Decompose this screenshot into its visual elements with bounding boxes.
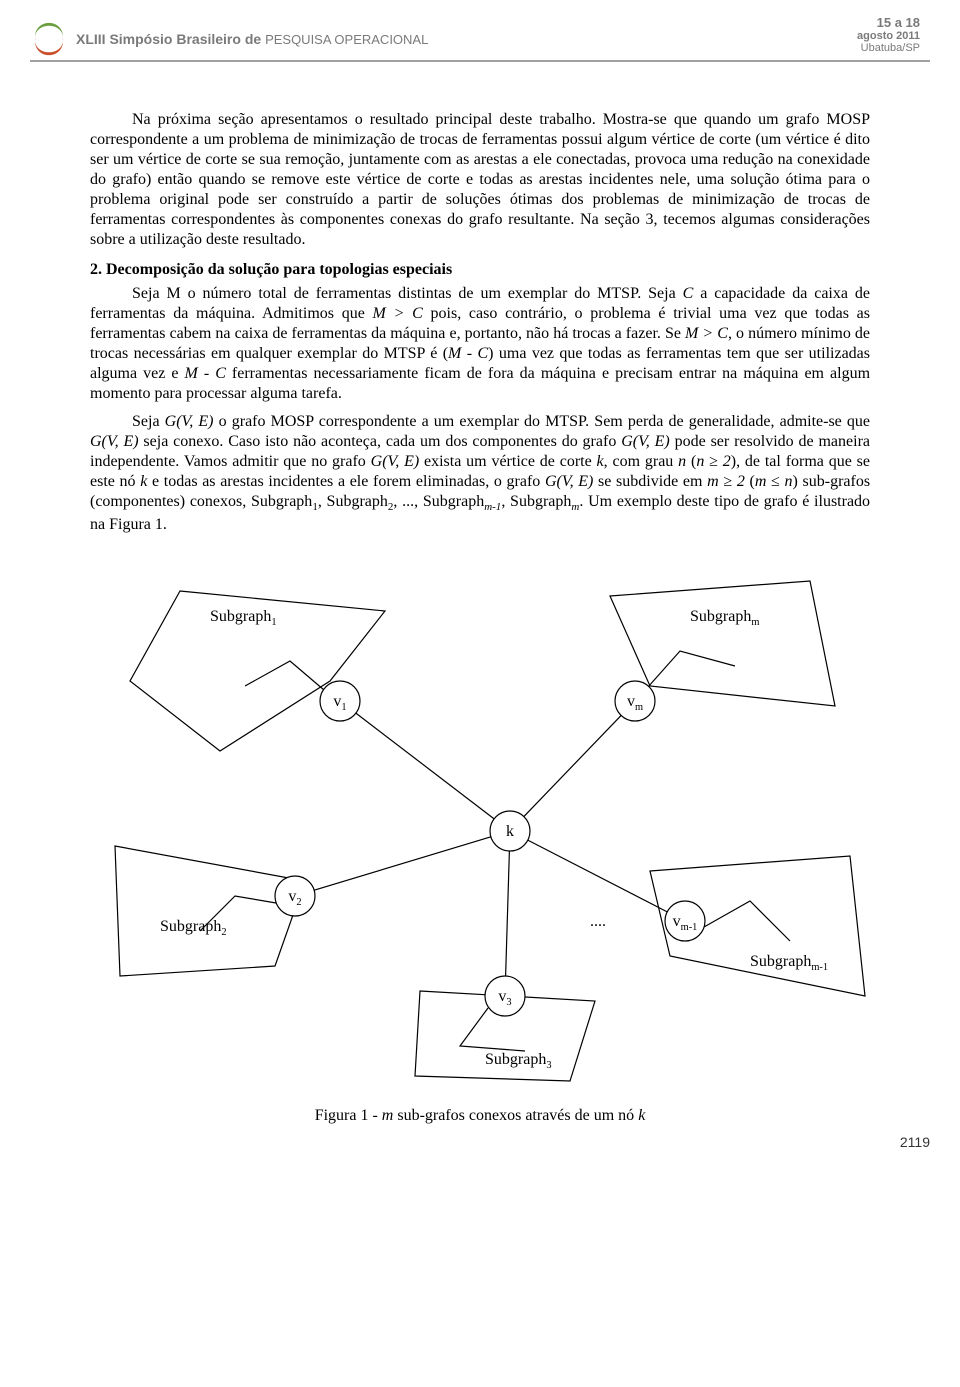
p3i: e todas as arestas incidentes a ele fore… [147,473,545,490]
conf-line1: XLIII Simpósio Brasileiro de [76,31,261,47]
svg-text:Subgraphm-1: Subgraphm-1 [750,953,828,973]
svg-text:k: k [506,823,514,840]
header-left: XLIII Simpósio Brasileiro de PESQUISA OP… [30,20,428,58]
sym-nge2: n ≥ 2 [696,453,730,470]
p3j: se subdivide em [593,473,707,490]
date-line2: agosto 2011 [857,30,920,42]
svg-text:....: .... [590,913,606,930]
svg-text:Subgraph1: Subgraph1 [210,608,277,628]
p3m: , Subgraph [318,493,388,510]
p3n: , ..., Subgraph [393,493,484,510]
p3e: exista um vértice de corte [419,453,596,470]
sym-mminusc-2: M - C [185,365,226,382]
figure-1: kv1vmv2vm-1v3Subgraph1SubgraphmSubgraph2… [90,551,870,1091]
figure-svg: kv1vmv2vm-1v3Subgraph1SubgraphmSubgraph2… [90,551,870,1091]
conference-title: XLIII Simpósio Brasileiro de PESQUISA OP… [76,31,428,47]
sym-mgtc-2: M > C [685,325,728,342]
sym-k-1: k [597,453,604,470]
gve-4: G(V, E) [371,453,420,470]
page-number: 2119 [900,1134,930,1150]
sym-n: n [678,453,686,470]
sym-mgtc-1: M > C [373,305,423,322]
sym-mge2: m ≥ 2 [707,473,745,490]
date-line3: Ubatuba/SP [857,42,920,54]
cap-suf2: k [638,1107,645,1124]
paragraph-3: Seja G(V, E) o grafo MOSP correspondente… [90,412,870,535]
header-rule [30,60,930,62]
sym-mminusc-1: M - C [448,345,488,362]
p3c: seja conexo. Caso isto não aconteça, cad… [139,433,622,450]
p3o: , Subgraph [501,493,571,510]
cap-ital: m [382,1107,394,1124]
page: XLIII Simpósio Brasileiro de PESQUISA OP… [0,0,960,1165]
figure-caption: Figura 1 - m sub-grafos conexos através … [90,1107,870,1125]
gve-5: G(V, E) [545,473,593,490]
gve-1: G(V, E) [165,413,214,430]
conf-line2: PESQUISA OPERACIONAL [265,32,428,47]
body-text: Na próxima seção apresentamos o resultad… [90,110,870,535]
p3g: ( [686,453,696,470]
svg-text:Subgraph3: Subgraph3 [485,1051,552,1071]
conference-logo-icon [30,20,68,58]
header-right: 15 a 18 agosto 2011 Ubatuba/SP [857,15,920,54]
svg-text:Subgraphm: Subgraphm [690,608,759,628]
page-header: XLIII Simpósio Brasileiro de PESQUISA OP… [90,20,870,90]
p3f: , com grau [604,453,678,470]
cap-prefix: Figura 1 - [315,1107,382,1124]
svg-text:Subgraph2: Subgraph2 [160,918,227,938]
date-line1: 15 a 18 [857,15,920,30]
cap-suf1: sub-grafos conexos através de um nó [393,1107,638,1124]
section-heading: 2. Decomposição da solução para topologi… [90,260,870,280]
sym-mlen: m ≤ n [755,473,793,490]
gve-2: G(V, E) [90,433,139,450]
p2a: Seja M o número total de ferramentas dis… [132,285,683,302]
sub-m1: m-1 [484,501,501,513]
paragraph-1: Na próxima seção apresentamos o resultad… [90,110,870,250]
sym-c: C [683,285,694,302]
p3k: ( [745,473,755,490]
p3a: Seja [132,413,165,430]
gve-3: G(V, E) [621,433,670,450]
p3b: o grafo MOSP correspondente a um exempla… [214,413,871,430]
paragraph-2: Seja M o número total de ferramentas dis… [90,284,870,404]
